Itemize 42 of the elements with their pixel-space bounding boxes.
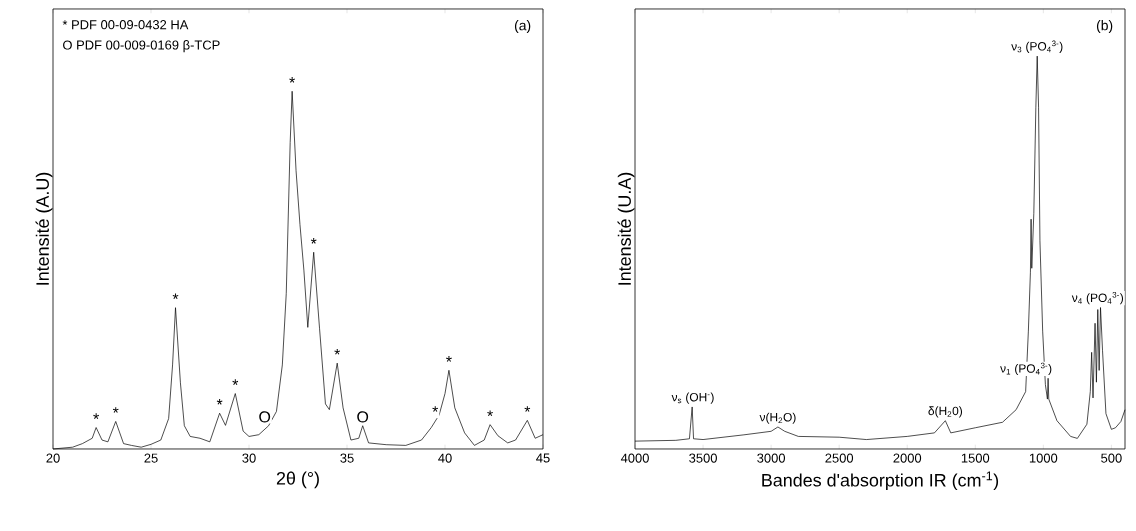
annotation: * [232,379,239,385]
annotation: ν$_{3}$ (PO$_{4}$$^{3-}$) [1011,40,1063,53]
annotation: * [172,293,179,300]
x-tick-label: 1500 [961,453,990,463]
annotation: O [259,411,271,423]
text: * PDF 00-09-0432 HA [62,20,189,30]
annotation: O [357,411,369,423]
annotation: * [446,356,452,362]
x-tick-label: 1000 [1029,453,1058,463]
annotation: * [432,406,439,412]
x-tick-label: 45 [536,453,550,463]
annotation: * [487,410,493,417]
y-axis-title: Intensité (A.U) [35,172,53,285]
annotation: ν$_{4}$ (PO$_{4}$$^{3-}$) [1071,291,1124,305]
annotation: * [93,413,99,419]
x-tick-label: 25 [144,453,158,463]
annotation: ν$_{1}$ (PO$_{4}$$^{3-}$) [1000,362,1052,376]
annotation: ν$_{s}$ (OH$^{-}$) [671,392,714,404]
x-tick-label: 4000 [620,453,649,463]
annotation: * [216,399,223,405]
annotation: * [289,77,295,83]
text: (b) [1096,20,1113,34]
text: O PDF 00-009-0169 β-TCP [63,40,220,53]
annotation: ν(H$_{2}$O) [759,412,796,424]
text: (a) [514,20,531,34]
x-tick-label: 3500 [689,453,717,463]
annotation: δ(H$_{2}$0) [928,406,962,418]
x-tick-label: 40 [438,453,452,463]
x-tick-label: 500 [1101,453,1122,463]
annotation: * [310,238,317,244]
x-tick-label: 30 [242,453,256,463]
x-axis-title: 2θ (°) [276,471,319,489]
x-tick-label: 2000 [893,453,922,463]
annotation: * [112,407,119,413]
annotation: * [524,406,531,412]
x-tick-label: 2500 [825,453,854,463]
x-tick-label: 35 [340,453,354,463]
annotation: * [334,348,341,355]
x-axis-title: Bandes d'absorption IR (cm$^{-1}$) [762,471,999,491]
x-tick-label: 3000 [757,453,786,463]
x-tick-label: 20 [46,453,60,463]
y-axis-title: Intensité (U.A) [617,172,635,285]
